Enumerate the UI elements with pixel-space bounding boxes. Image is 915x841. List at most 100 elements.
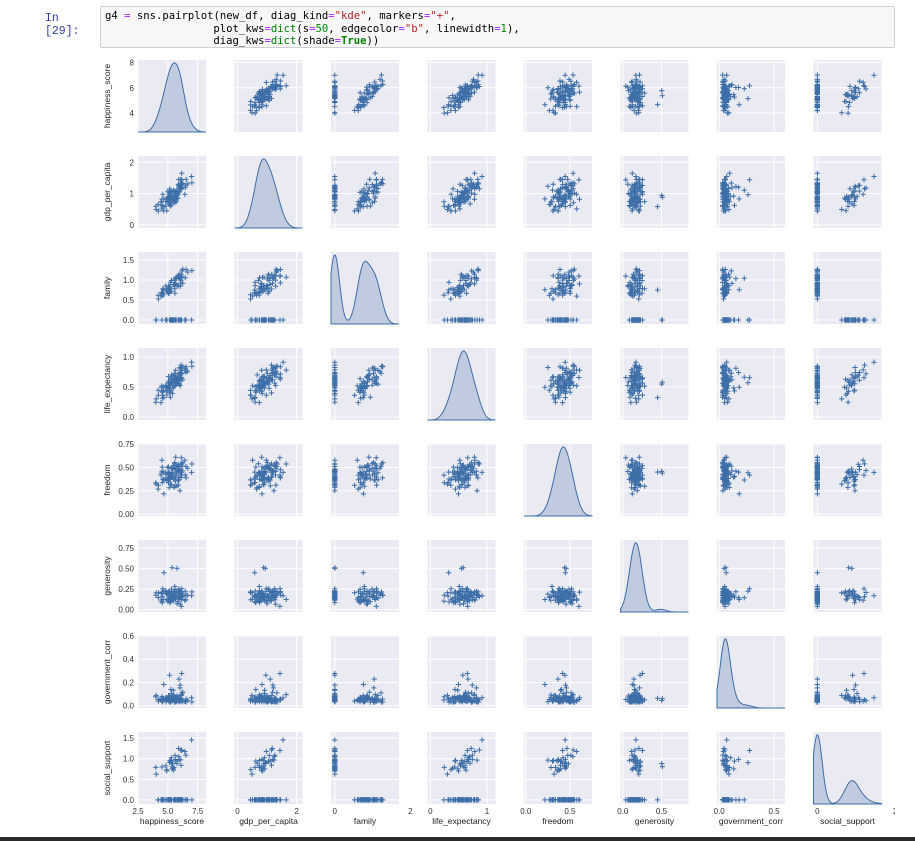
data-point — [259, 454, 265, 460]
data-point — [628, 400, 634, 406]
data-point — [268, 286, 275, 292]
data-point — [247, 392, 254, 398]
data-point — [457, 200, 463, 206]
data-point — [256, 91, 262, 97]
data-point — [567, 202, 573, 209]
data-point — [268, 474, 275, 480]
data-point — [272, 78, 278, 84]
data-point — [642, 383, 648, 389]
data-point — [448, 296, 454, 302]
data-point — [636, 296, 642, 302]
data-point — [176, 273, 182, 279]
data-point — [655, 204, 661, 210]
data-point — [332, 208, 338, 214]
data-point — [855, 183, 861, 189]
data-point — [576, 374, 582, 381]
data-point — [570, 90, 576, 96]
data-point — [332, 203, 338, 209]
data-point — [726, 396, 732, 402]
data-point — [164, 384, 170, 390]
data-point — [555, 374, 561, 380]
data-point — [459, 194, 465, 200]
data-point — [458, 271, 464, 277]
subplot-panel — [427, 540, 496, 612]
data-point — [370, 370, 377, 376]
data-point — [555, 187, 561, 193]
data-point — [452, 202, 458, 208]
data-point — [177, 488, 183, 494]
data-point — [161, 196, 167, 202]
data-point — [633, 110, 639, 116]
data-point — [248, 317, 254, 323]
data-point — [550, 317, 557, 323]
data-point — [722, 280, 728, 286]
data-point — [170, 193, 176, 199]
data-point — [814, 376, 820, 382]
data-point — [723, 381, 729, 387]
data-point — [168, 482, 174, 488]
data-point — [720, 186, 726, 192]
data-point — [636, 176, 642, 183]
y-axis-label-family: family — [102, 276, 112, 299]
data-point — [842, 384, 848, 390]
data-point — [557, 290, 563, 296]
code-cell[interactable]: g4 = sns.pairplot(new_df, diag_kind="kde… — [100, 6, 895, 48]
data-point — [180, 460, 186, 466]
data-point — [262, 474, 268, 480]
data-point — [264, 463, 270, 470]
data-point — [176, 176, 182, 183]
data-point — [168, 381, 174, 387]
data-point — [555, 208, 561, 214]
subplot-happiness_score-vs-family — [331, 60, 399, 132]
subplot-life_expectancy-vs-happiness_score — [137, 348, 206, 420]
data-point — [724, 385, 730, 392]
data-point — [261, 317, 267, 323]
subplot-gdp_per_capita-vs-freedom — [524, 156, 592, 228]
data-point — [633, 72, 639, 78]
data-point — [283, 461, 289, 467]
data-point — [814, 285, 820, 291]
data-point — [183, 317, 189, 323]
subplot-panel — [620, 348, 689, 420]
data-point — [637, 79, 643, 85]
data-point — [629, 95, 635, 101]
data-point — [568, 369, 574, 376]
data-point — [179, 170, 185, 176]
subplot-family-vs-government_corr — [717, 252, 785, 324]
data-point — [728, 180, 734, 186]
data-point — [723, 194, 729, 200]
data-point — [856, 317, 862, 323]
data-point — [849, 372, 855, 378]
data-point — [273, 266, 279, 272]
data-point — [861, 375, 867, 381]
subplot-happiness_score-vs-gdp_per_capita — [234, 60, 303, 132]
data-point — [153, 480, 159, 486]
data-point — [562, 102, 568, 108]
data-point — [468, 280, 474, 286]
data-point — [728, 370, 734, 376]
data-point — [265, 271, 271, 277]
data-point — [158, 472, 164, 478]
data-point — [563, 365, 569, 371]
data-point — [629, 170, 635, 176]
data-point — [736, 102, 742, 108]
data-point — [467, 201, 473, 207]
data-point — [167, 197, 173, 203]
data-point — [568, 375, 574, 381]
data-point — [366, 367, 372, 373]
data-point — [719, 370, 726, 376]
y-tick-label: 0.25 — [118, 487, 134, 496]
data-point — [623, 273, 629, 279]
data-point — [551, 396, 557, 402]
data-point — [367, 84, 373, 90]
data-point — [372, 194, 378, 200]
data-point — [557, 266, 563, 273]
data-point — [332, 194, 338, 200]
data-point — [659, 93, 665, 99]
data-point — [178, 455, 184, 461]
data-point — [167, 385, 173, 392]
data-point — [851, 388, 857, 394]
data-point — [369, 382, 375, 388]
data-point — [264, 276, 270, 282]
data-point — [856, 188, 862, 194]
